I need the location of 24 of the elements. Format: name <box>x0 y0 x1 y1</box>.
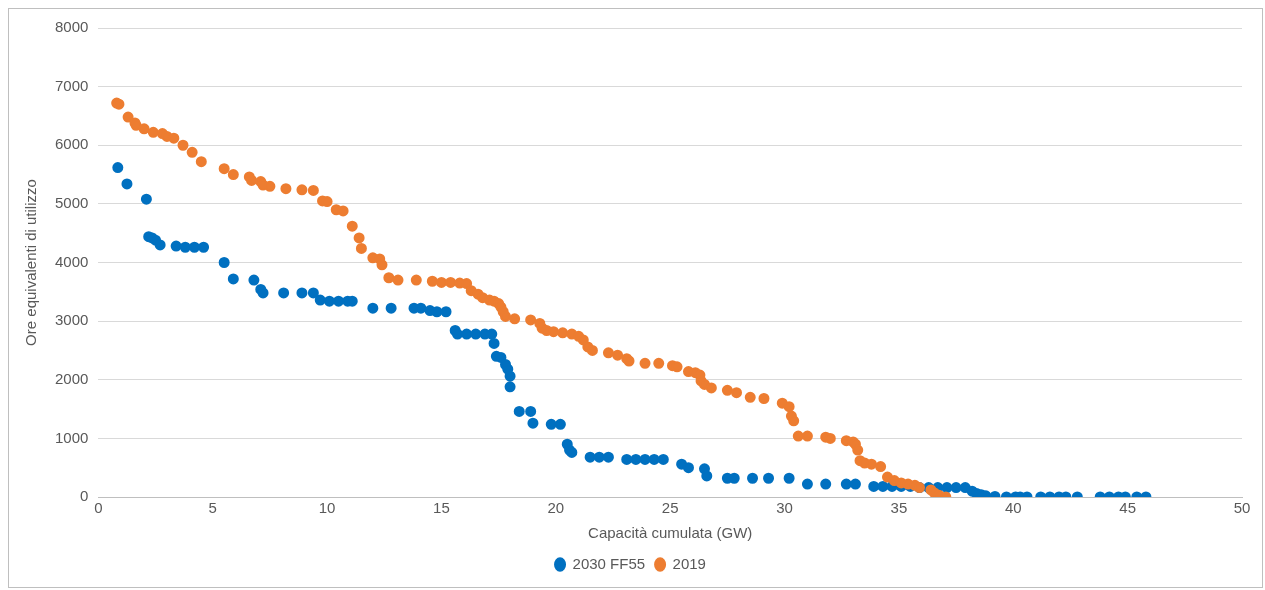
x-tick-label: 5 <box>208 499 217 517</box>
y-tick-label: 4000 <box>54 252 89 270</box>
y-tick-label: 3000 <box>54 311 89 329</box>
x-tick-label: 50 <box>1233 499 1251 517</box>
x-tick-label: 45 <box>1119 499 1136 517</box>
x-tick-label: 20 <box>547 499 565 517</box>
x-tick-label: 35 <box>890 499 908 517</box>
y-axis-title: Ore equivalenti di utilizzo <box>22 179 40 346</box>
legend-label: 2030 FF55 <box>572 554 646 572</box>
y-tick-label: 5000 <box>54 194 89 212</box>
x-tick-label: 30 <box>776 499 793 517</box>
x-tick-label: 40 <box>1004 499 1022 517</box>
x-tick-label: 0 <box>94 499 103 517</box>
legend-label: 2019 <box>672 554 706 572</box>
x-tick-label: 10 <box>318 499 336 517</box>
y-tick-label: 8000 <box>54 18 89 36</box>
y-tick-label: 1000 <box>54 428 89 446</box>
y-tick-label: 2000 <box>54 369 89 387</box>
y-tick-label: 7000 <box>54 76 89 94</box>
y-tick-label: 0 <box>80 487 89 505</box>
y-tick-label: 6000 <box>54 135 89 153</box>
x-tick-label: 25 <box>661 499 679 517</box>
x-axis-title: Capacità cumulata (GW) <box>588 524 753 542</box>
x-tick-label: 15 <box>433 499 450 517</box>
